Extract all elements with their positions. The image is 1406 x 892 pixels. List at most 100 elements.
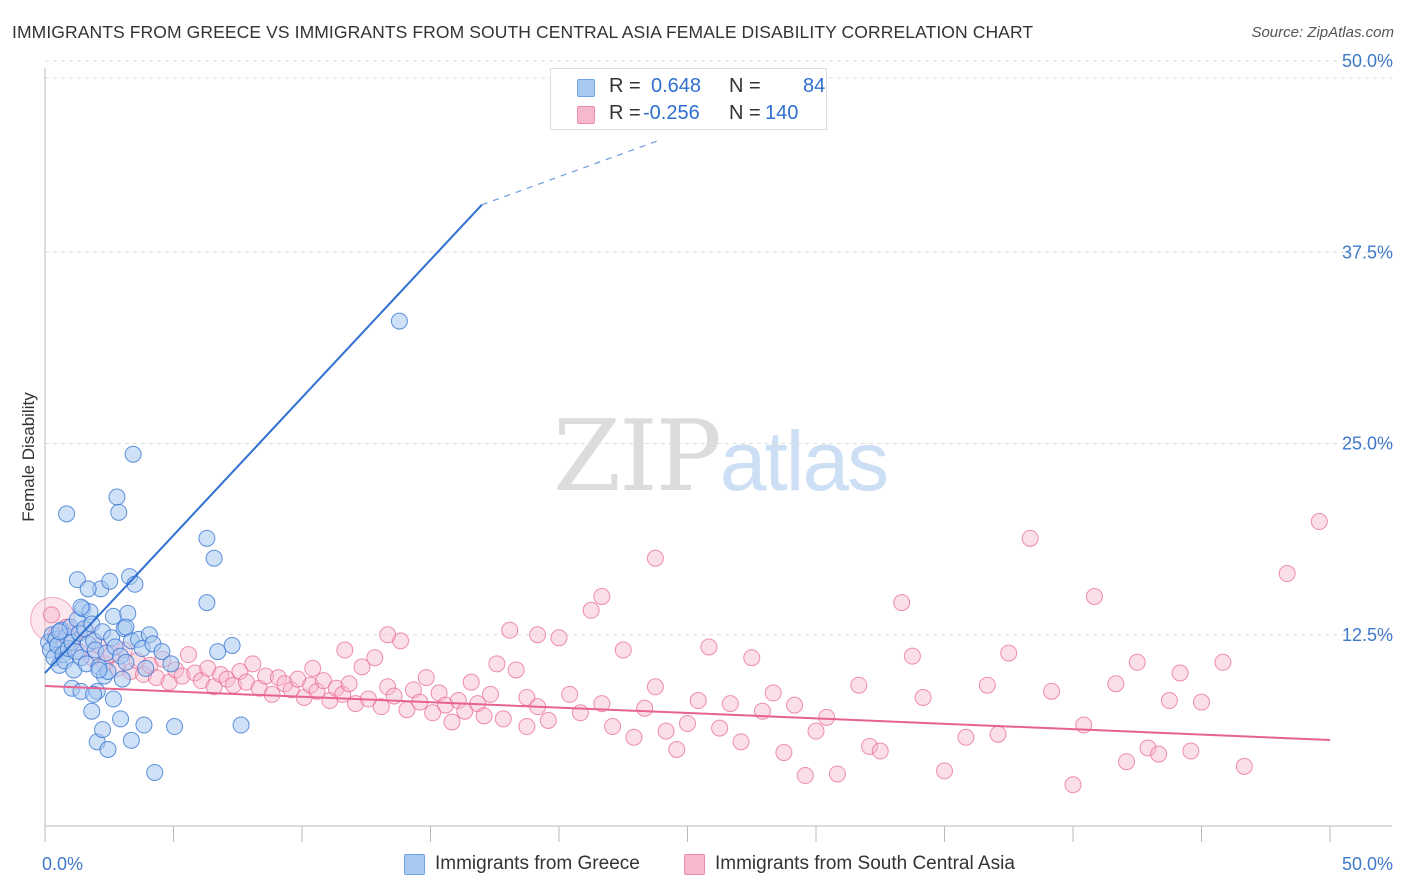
data-point bbox=[1021, 529, 1039, 547]
data-point bbox=[58, 505, 76, 523]
data-point bbox=[85, 685, 103, 703]
data-point bbox=[1118, 753, 1136, 771]
data-point bbox=[989, 725, 1007, 743]
data-point bbox=[1139, 739, 1157, 757]
data-point bbox=[282, 681, 300, 699]
data-point bbox=[1214, 653, 1232, 671]
legend-label-greece: Immigrants from Greece bbox=[435, 853, 640, 874]
legend-r-value: 0.648 bbox=[651, 75, 702, 97]
data-point bbox=[209, 643, 227, 661]
x-tick-label: 0.0% bbox=[42, 854, 83, 874]
trend-line-greece-extension bbox=[481, 139, 661, 206]
data-point bbox=[775, 744, 793, 762]
data-point bbox=[340, 675, 358, 693]
data-point bbox=[126, 575, 144, 593]
legend-swatch-pink bbox=[684, 854, 705, 875]
data-point bbox=[978, 676, 996, 694]
data-point bbox=[614, 641, 632, 659]
data-point bbox=[198, 529, 216, 547]
data-point bbox=[593, 588, 611, 605]
y-tick-label: 12.5% bbox=[1342, 625, 1393, 645]
source-note: Source: ZipAtlas.com bbox=[1251, 24, 1394, 41]
y-tick-label: 37.5% bbox=[1342, 242, 1393, 262]
data-point bbox=[108, 488, 126, 506]
data-point bbox=[42, 606, 60, 624]
data-point bbox=[786, 696, 804, 714]
data-point bbox=[1171, 664, 1189, 682]
data-point bbox=[1107, 675, 1125, 693]
data-point bbox=[113, 670, 131, 688]
data-point bbox=[636, 699, 654, 717]
watermark: ZIPatlas bbox=[553, 400, 889, 514]
data-point bbox=[135, 716, 153, 734]
data-point bbox=[507, 661, 525, 679]
watermark-atlas: atlas bbox=[719, 414, 889, 508]
data-point bbox=[561, 685, 579, 703]
data-point bbox=[481, 685, 499, 703]
data-point bbox=[1064, 776, 1082, 794]
trend-line-greece bbox=[44, 204, 483, 674]
legend-n-value: 84 bbox=[803, 75, 826, 97]
data-point bbox=[117, 618, 135, 636]
legend-label-south-central-asia: Immigrants from South Central Asia bbox=[715, 853, 1015, 874]
data-point bbox=[646, 678, 664, 696]
data-point bbox=[764, 684, 782, 702]
series-legend: Immigrants from Greece Immigrants from S… bbox=[0, 852, 1406, 878]
data-point bbox=[231, 662, 249, 680]
data-point bbox=[79, 580, 97, 598]
data-point bbox=[1085, 588, 1103, 605]
data-point bbox=[518, 718, 536, 736]
data-point bbox=[488, 655, 506, 673]
data-point bbox=[1043, 682, 1061, 700]
legend-swatch-blue bbox=[404, 854, 425, 875]
y-tick-label: 50.0% bbox=[1342, 51, 1393, 71]
data-point bbox=[104, 690, 122, 708]
data-point bbox=[818, 708, 836, 726]
legend-r-label: R = bbox=[609, 102, 641, 124]
data-point bbox=[99, 741, 117, 758]
data-point bbox=[462, 673, 480, 691]
data-point bbox=[308, 682, 326, 700]
data-point bbox=[166, 718, 184, 736]
data-point bbox=[903, 647, 921, 665]
data-point bbox=[668, 741, 686, 758]
data-point bbox=[83, 702, 101, 720]
data-point bbox=[302, 676, 320, 694]
data-point bbox=[449, 692, 467, 710]
data-point bbox=[122, 731, 140, 749]
data-point bbox=[625, 728, 643, 746]
data-point bbox=[957, 728, 975, 746]
data-point bbox=[336, 641, 354, 659]
data-point bbox=[94, 721, 112, 739]
data-point bbox=[223, 636, 241, 654]
data-point bbox=[101, 572, 119, 590]
data-point bbox=[494, 710, 512, 728]
data-point bbox=[1150, 745, 1168, 763]
stats-legend: R = 0.648 N = 84 R = -0.256 N = 140 bbox=[550, 68, 827, 130]
data-point bbox=[173, 667, 191, 685]
trend-line-south-central-asia bbox=[44, 685, 1331, 741]
data-point bbox=[539, 711, 557, 729]
data-point bbox=[861, 737, 879, 755]
data-point bbox=[721, 695, 739, 713]
data-point bbox=[327, 679, 345, 697]
data-point bbox=[366, 649, 384, 667]
data-point bbox=[1182, 742, 1200, 760]
data-point bbox=[732, 733, 750, 751]
data-point bbox=[529, 626, 547, 644]
data-point bbox=[1160, 692, 1178, 710]
data-point bbox=[353, 658, 371, 676]
legend-swatch-blue bbox=[577, 79, 595, 97]
data-point bbox=[124, 445, 142, 463]
legend-swatch-pink bbox=[577, 106, 595, 124]
legend-r-value: -0.256 bbox=[643, 102, 700, 124]
data-point bbox=[436, 696, 454, 714]
data-point bbox=[90, 661, 108, 679]
data-point bbox=[871, 742, 889, 760]
data-point bbox=[117, 653, 135, 671]
legend-n-value: 140 bbox=[765, 102, 799, 124]
grid-lines bbox=[45, 60, 1392, 636]
data-point bbox=[700, 638, 718, 656]
data-point bbox=[162, 655, 180, 673]
